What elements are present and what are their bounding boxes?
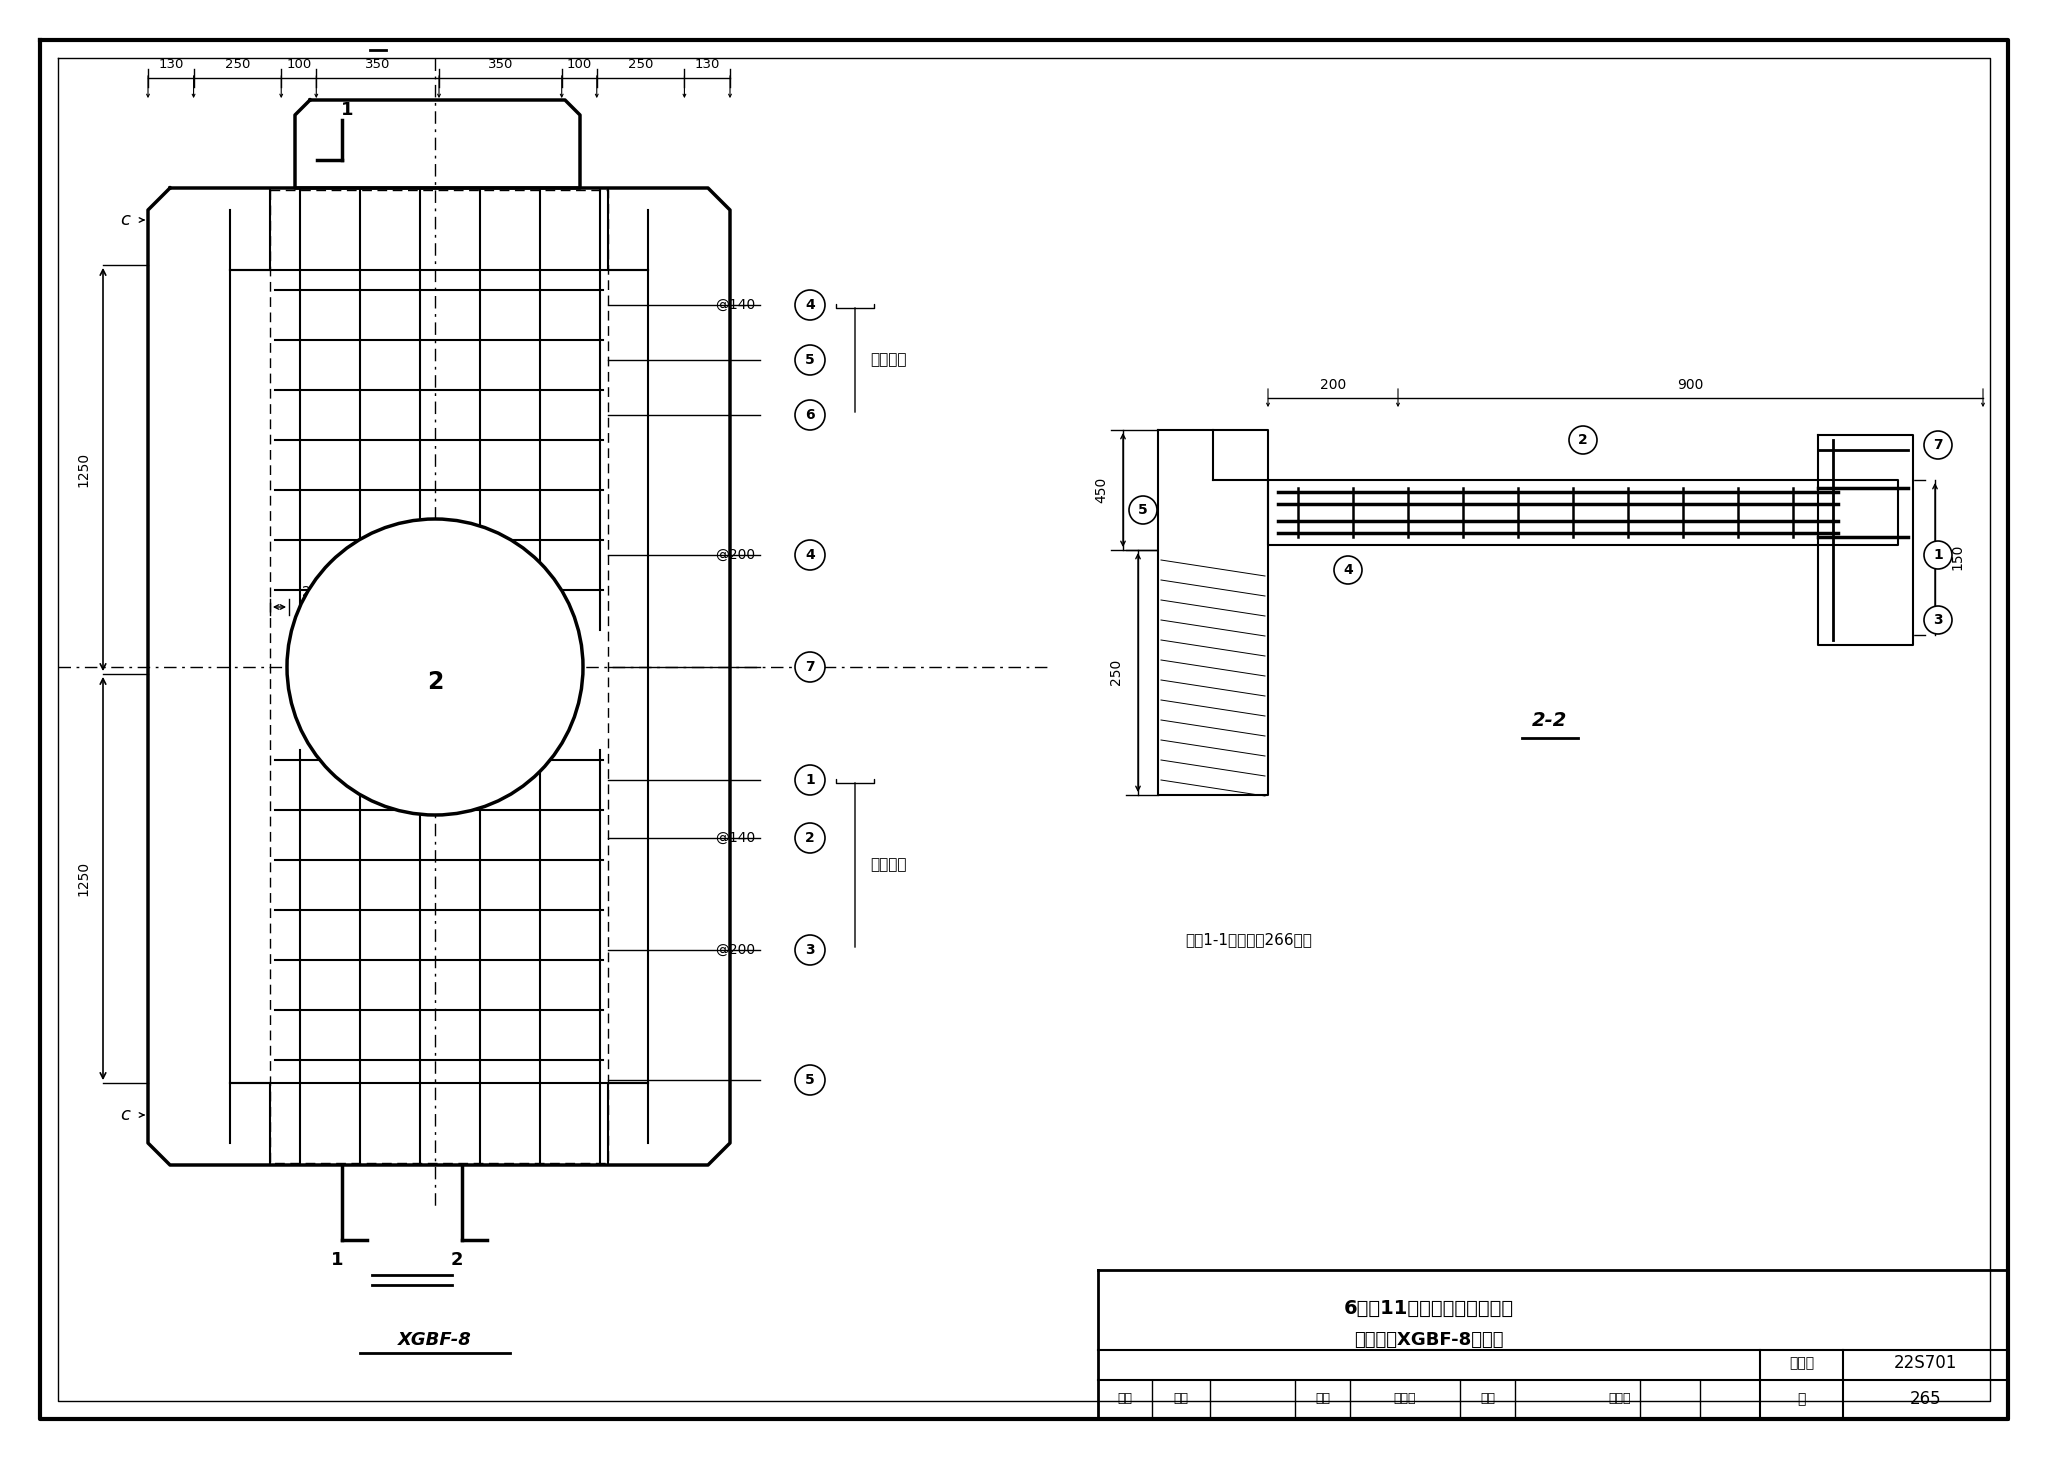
Circle shape (795, 935, 825, 964)
Text: 350: 350 (365, 58, 391, 71)
Text: 4: 4 (805, 549, 815, 562)
Text: 6: 6 (805, 409, 815, 422)
Text: 2: 2 (805, 832, 815, 845)
Text: 1250: 1250 (76, 451, 90, 486)
Text: 2: 2 (426, 670, 442, 694)
Text: 130: 130 (694, 58, 721, 71)
Text: 265: 265 (1909, 1390, 1942, 1408)
Text: 200: 200 (1319, 378, 1346, 392)
Text: 页: 页 (1798, 1392, 1806, 1406)
Text: 250: 250 (1110, 659, 1122, 686)
Text: 设计: 设计 (1481, 1392, 1495, 1405)
Text: 1250: 1250 (76, 861, 90, 896)
Circle shape (1333, 556, 1362, 584)
Text: 2: 2 (1579, 433, 1587, 446)
Text: 5: 5 (805, 353, 815, 368)
Text: 450: 450 (1094, 477, 1108, 503)
Circle shape (1923, 430, 1952, 460)
Text: 4: 4 (1343, 563, 1354, 576)
Text: 130: 130 (158, 58, 184, 71)
Circle shape (1128, 496, 1157, 524)
Polygon shape (1157, 430, 1268, 795)
Text: @200: @200 (715, 549, 756, 562)
Text: 现浇盖板XGBF-8配筋图: 现浇盖板XGBF-8配筋图 (1354, 1331, 1503, 1350)
Text: 100: 100 (287, 58, 311, 71)
Circle shape (795, 400, 825, 430)
Text: 3: 3 (805, 943, 815, 957)
Circle shape (287, 519, 584, 816)
Text: 4: 4 (805, 298, 815, 312)
Text: 2: 2 (451, 1250, 463, 1269)
Text: 6号～11号化粪池（有覆土）: 6号～11号化粪池（有覆土） (1343, 1299, 1513, 1317)
Circle shape (795, 1065, 825, 1096)
Text: 注：1-1剖面见第266页。: 注：1-1剖面见第266页。 (1186, 932, 1313, 947)
Text: c: c (121, 212, 129, 229)
Text: c: c (121, 1106, 129, 1123)
Text: 1: 1 (330, 1250, 344, 1269)
Text: 洪财滨: 洪财滨 (1395, 1392, 1417, 1405)
Polygon shape (1268, 480, 1898, 546)
Text: 上层钢筋: 上层钢筋 (870, 353, 907, 368)
Text: 350: 350 (487, 58, 514, 71)
Circle shape (1923, 605, 1952, 635)
Text: 1: 1 (1933, 549, 1944, 562)
Text: 250: 250 (225, 58, 250, 71)
Text: @200: @200 (715, 943, 756, 957)
Text: @140: @140 (715, 298, 756, 312)
Text: 250: 250 (629, 58, 653, 71)
Text: 下层钢筋: 下层钢筋 (870, 858, 907, 872)
Text: 3: 3 (1933, 613, 1944, 627)
Text: XGBF-8: XGBF-8 (397, 1331, 471, 1350)
Text: 7: 7 (1933, 438, 1944, 452)
Circle shape (795, 765, 825, 795)
Circle shape (795, 652, 825, 681)
Text: 校对: 校对 (1315, 1392, 1331, 1405)
Text: 王军: 王军 (1174, 1392, 1188, 1405)
Text: @140: @140 (715, 832, 756, 845)
Text: 5: 5 (1139, 503, 1147, 516)
Polygon shape (147, 188, 729, 1164)
Text: 200: 200 (301, 585, 328, 600)
Circle shape (795, 290, 825, 320)
Text: 1: 1 (340, 101, 352, 120)
Text: 150: 150 (1950, 544, 1964, 570)
Text: 审核: 审核 (1118, 1392, 1133, 1405)
Text: 7: 7 (805, 659, 815, 674)
Text: 1: 1 (805, 773, 815, 786)
Text: 图集号: 图集号 (1790, 1355, 1815, 1370)
Text: 2-2: 2-2 (1532, 711, 1567, 730)
Circle shape (1923, 541, 1952, 569)
Circle shape (795, 540, 825, 570)
Circle shape (1569, 426, 1597, 454)
Text: 5: 5 (805, 1072, 815, 1087)
Text: 22S701: 22S701 (1894, 1354, 1958, 1371)
Text: 900: 900 (1677, 378, 1704, 392)
Polygon shape (1819, 435, 1913, 645)
Text: 100: 100 (567, 58, 592, 71)
Polygon shape (295, 101, 580, 188)
Text: 张凯博: 张凯博 (1610, 1392, 1632, 1405)
Circle shape (795, 344, 825, 375)
Circle shape (795, 823, 825, 854)
